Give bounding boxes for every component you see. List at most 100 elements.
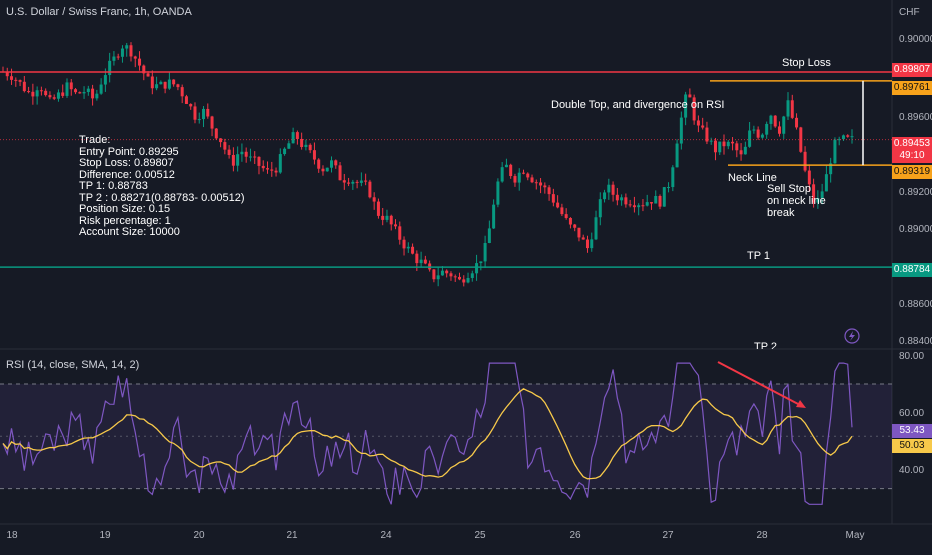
- candle-body: [197, 119, 201, 121]
- candle-body: [598, 199, 602, 218]
- candle-body: [509, 164, 513, 177]
- candle-body: [577, 227, 581, 238]
- x-tick-label: 20: [193, 530, 205, 541]
- candle-body: [257, 156, 261, 166]
- candle-body: [338, 165, 342, 181]
- rsi-tick-label: 80.00: [899, 351, 925, 362]
- candle-body: [658, 195, 662, 207]
- candle-body: [116, 56, 120, 58]
- candle-body: [705, 127, 709, 142]
- candle-body: [95, 93, 99, 99]
- candle-body: [82, 92, 86, 94]
- candle-body: [637, 205, 641, 208]
- candle-body: [812, 184, 816, 203]
- candle-body: [355, 181, 359, 183]
- candle-body: [726, 141, 730, 147]
- rsi-line: [2, 362, 853, 505]
- candle-body: [103, 75, 107, 85]
- candle-body: [31, 91, 35, 97]
- trade-line: Stop Loss: 0.89807: [79, 157, 174, 169]
- rsi-ma-value-tag: 50.03: [892, 439, 932, 453]
- candle-body: [155, 84, 159, 89]
- candle-body: [184, 96, 188, 104]
- rsi-value-tag: 53.43: [892, 424, 932, 438]
- candle-body: [22, 81, 26, 92]
- candle-body: [573, 224, 577, 228]
- candle-body: [359, 180, 363, 183]
- x-tick-label: 18: [6, 530, 18, 541]
- candle-body: [654, 195, 658, 204]
- candle-body: [841, 135, 845, 140]
- rsi-title: RSI (14, close, SMA, 14, 2): [6, 359, 140, 371]
- candle-body: [308, 144, 312, 151]
- candle-body: [291, 132, 295, 144]
- candle-body: [718, 141, 722, 153]
- candle-body: [312, 150, 316, 160]
- candle-body: [620, 197, 624, 201]
- current-price-value: 0.89453: [893, 138, 931, 149]
- candle-body: [816, 198, 820, 203]
- candle-body: [547, 187, 551, 195]
- candle-body: [765, 123, 769, 135]
- candle-body: [27, 91, 31, 93]
- candle-body: [585, 239, 589, 249]
- candle-body: [5, 71, 9, 77]
- candle-body: [248, 156, 252, 158]
- candle-body: [56, 92, 60, 99]
- candle-body: [202, 108, 206, 120]
- candle-body: [35, 90, 39, 97]
- candle-body: [667, 187, 671, 189]
- candle-body: [112, 56, 116, 61]
- candle-body: [52, 97, 56, 99]
- candle-body: [172, 79, 176, 85]
- candle-body: [330, 160, 334, 168]
- candle-body: [240, 151, 244, 155]
- candle-body: [803, 151, 807, 171]
- candle-body: [150, 76, 154, 89]
- candle-body: [795, 117, 799, 128]
- candle-body: [142, 65, 146, 74]
- candle-body: [180, 87, 184, 97]
- currency-label: CHF: [899, 7, 920, 18]
- x-tick-label: 26: [569, 530, 581, 541]
- candle-body: [125, 45, 129, 49]
- candle-body: [735, 143, 739, 151]
- candle-body: [368, 181, 372, 198]
- candle-body: [833, 139, 837, 164]
- candle-body: [483, 243, 487, 262]
- candle-body: [517, 172, 521, 183]
- candle-body: [436, 275, 440, 280]
- candle-body: [500, 167, 504, 182]
- candle-body: [769, 115, 773, 124]
- candle-body: [65, 82, 69, 96]
- y-tick-label: 0.90000: [899, 34, 932, 45]
- candle-body: [445, 270, 449, 274]
- candle-body: [807, 170, 811, 185]
- candle-body: [731, 141, 735, 144]
- candle-body: [227, 149, 231, 155]
- candle-body: [219, 138, 223, 143]
- candle-body: [231, 154, 235, 166]
- candle-body: [364, 180, 368, 182]
- candle-body: [777, 126, 781, 134]
- candle-body: [415, 253, 419, 264]
- bar-countdown: 49:10: [899, 150, 925, 161]
- candle-body: [688, 94, 692, 98]
- tp1-price-tag: 0.88784: [892, 263, 932, 277]
- candle-body: [351, 181, 355, 184]
- y-tick-label: 0.88400: [899, 336, 932, 347]
- candle-body: [317, 159, 321, 169]
- candle-body: [773, 115, 777, 127]
- x-tick-label: 28: [756, 530, 768, 541]
- candle-body: [829, 163, 833, 175]
- candle-body: [539, 182, 543, 186]
- candle-body: [295, 132, 299, 139]
- x-tick-label: 24: [380, 530, 392, 541]
- candle-body: [69, 82, 73, 90]
- y-tick-label: 0.89600: [899, 112, 932, 123]
- candle-body: [492, 204, 496, 229]
- candle-body: [748, 130, 752, 147]
